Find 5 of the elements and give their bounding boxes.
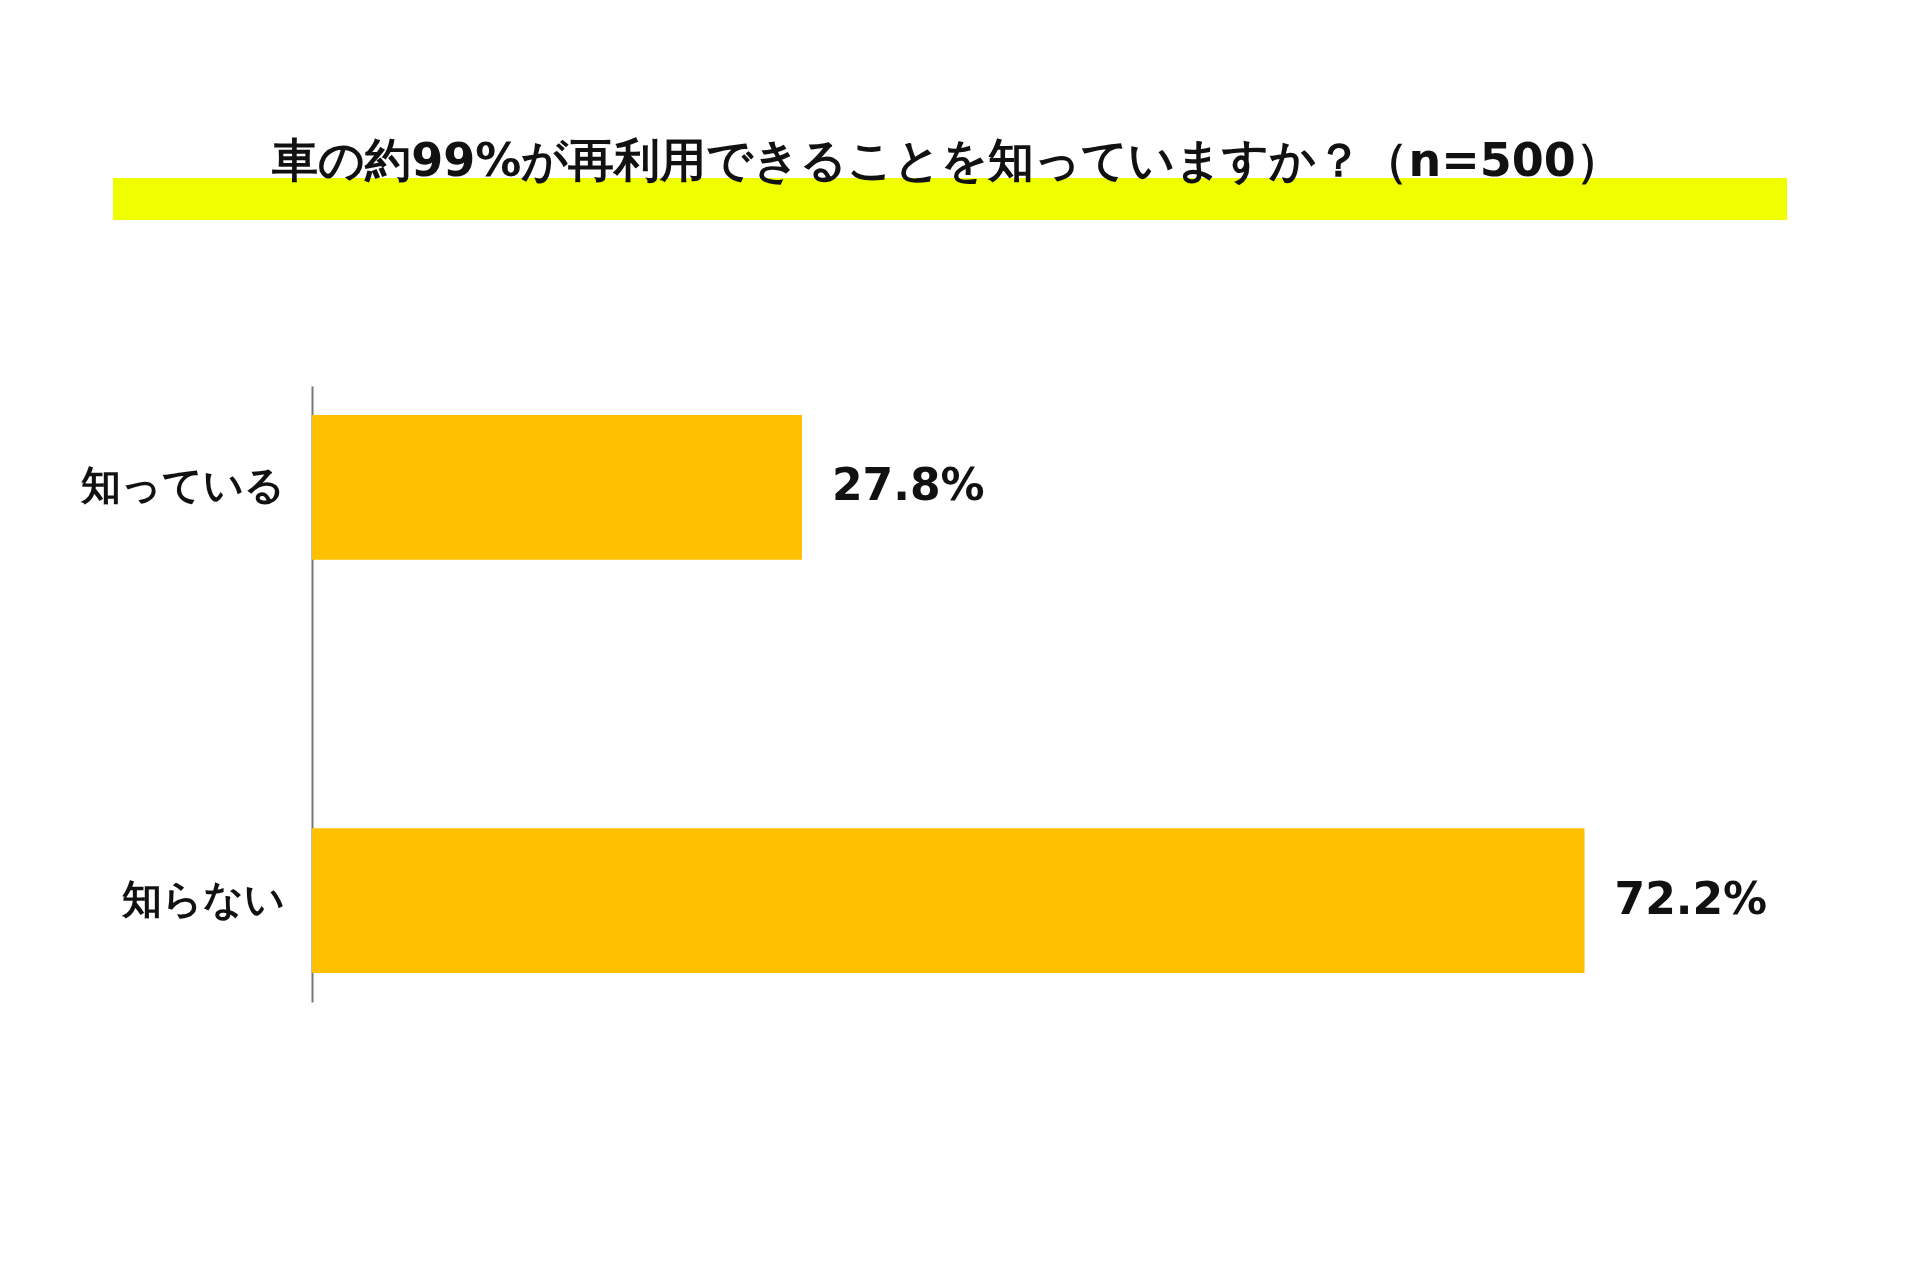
chart-title: 車の約99%が再利用できることを知っていますか？（n=500）	[271, 133, 1622, 187]
y-tick-label: 知っている	[79, 462, 285, 509]
y-tick-label: 知らない	[120, 875, 285, 922]
data-label: 72.2%	[1614, 872, 1768, 924]
data-label: 27.8%	[831, 459, 985, 511]
